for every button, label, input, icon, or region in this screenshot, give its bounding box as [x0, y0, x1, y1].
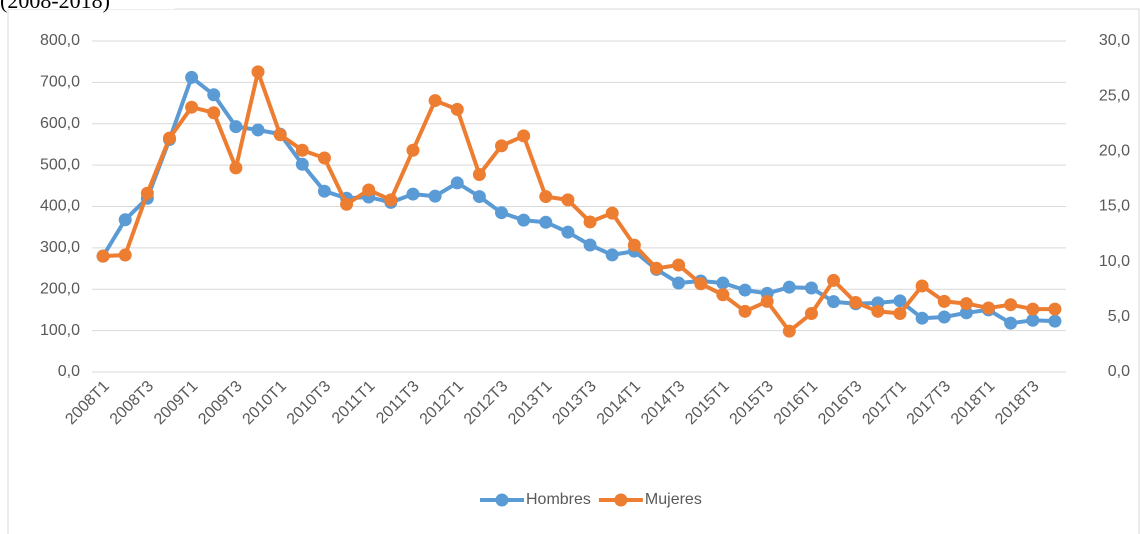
data-point [716, 276, 730, 290]
data-point [672, 258, 686, 272]
data-point [893, 307, 907, 321]
legend-label: Hombres [526, 491, 591, 508]
data-point [782, 324, 796, 338]
data-point [605, 206, 619, 220]
data-point [495, 206, 509, 220]
data-point [273, 128, 287, 142]
data-point [450, 102, 464, 116]
y-tick-label: 300,0 [40, 239, 80, 256]
data-point [583, 238, 597, 252]
data-point [362, 183, 376, 197]
data-point [915, 279, 929, 293]
data-point [118, 213, 132, 227]
chart-border [7, 8, 1140, 534]
y-tick-label: 0,0 [58, 363, 80, 380]
data-point [428, 94, 442, 108]
data-point [605, 248, 619, 262]
data-point [760, 294, 774, 308]
data-point [317, 151, 331, 165]
data-point [804, 307, 818, 321]
data-point [627, 238, 641, 252]
y2-tick-label: 15,0 [1099, 198, 1130, 215]
data-point [251, 123, 265, 137]
data-point [1048, 314, 1062, 328]
data-point [937, 310, 951, 324]
data-point [1026, 313, 1040, 327]
data-point [472, 168, 486, 182]
data-point [782, 280, 796, 294]
data-point [295, 157, 309, 171]
data-point [539, 215, 553, 229]
data-point [849, 295, 863, 309]
data-point [804, 281, 818, 295]
y-tick-label: 100,0 [40, 322, 80, 339]
data-point [185, 70, 199, 84]
data-point [1004, 298, 1018, 312]
data-point [317, 184, 331, 198]
legend-marker [614, 493, 628, 507]
data-point [406, 143, 420, 157]
y-tick-label: 800,0 [40, 32, 80, 49]
data-point [738, 283, 752, 297]
y-tick-label: 700,0 [40, 74, 80, 91]
data-point [738, 304, 752, 318]
data-point [384, 193, 398, 207]
y2-tick-label: 25,0 [1099, 87, 1130, 104]
data-point [1026, 302, 1040, 316]
data-point [915, 311, 929, 325]
y-tick-label: 400,0 [40, 198, 80, 215]
y2-tick-label: 20,0 [1099, 143, 1130, 160]
data-point [340, 197, 354, 211]
data-point [561, 225, 575, 239]
data-point [827, 273, 841, 287]
data-point [207, 106, 221, 120]
data-point [649, 261, 663, 275]
y2-tick-label: 30,0 [1099, 32, 1130, 49]
data-point [959, 297, 973, 311]
data-point [517, 213, 531, 227]
data-point [827, 295, 841, 309]
data-point [672, 276, 686, 290]
y-tick-label: 600,0 [40, 115, 80, 132]
y-tick-label: 500,0 [40, 156, 80, 173]
data-point [1048, 302, 1062, 316]
y2-tick-label: 5,0 [1108, 308, 1130, 325]
data-point [495, 139, 509, 153]
data-point [428, 189, 442, 203]
data-point [694, 277, 708, 291]
data-point [561, 193, 575, 207]
data-point [959, 306, 973, 320]
data-point [207, 88, 221, 102]
data-point [140, 186, 154, 200]
data-point [893, 294, 907, 308]
data-point [450, 176, 464, 190]
chart-subtitle: (2008-2018) [0, 0, 110, 13]
data-point [162, 131, 176, 145]
data-point [871, 304, 885, 318]
y2-tick-label: 10,0 [1099, 253, 1130, 270]
legend-label: Mujeres [645, 491, 702, 508]
data-point [96, 249, 110, 263]
data-point [229, 120, 243, 134]
y-tick-label: 200,0 [40, 280, 80, 297]
data-point [406, 187, 420, 201]
data-point [583, 215, 597, 229]
data-point [517, 129, 531, 143]
title-backing [0, 0, 175, 9]
data-point [229, 161, 243, 175]
y2-tick-label: 0,0 [1108, 363, 1130, 380]
data-point [539, 190, 553, 204]
data-point [1004, 316, 1018, 330]
data-point [937, 294, 951, 308]
legend-marker [495, 493, 509, 507]
data-point [295, 143, 309, 157]
data-point [185, 100, 199, 114]
data-point [118, 248, 132, 262]
data-point [251, 65, 265, 79]
data-point [472, 190, 486, 204]
data-point [716, 288, 730, 302]
data-point [982, 301, 996, 315]
